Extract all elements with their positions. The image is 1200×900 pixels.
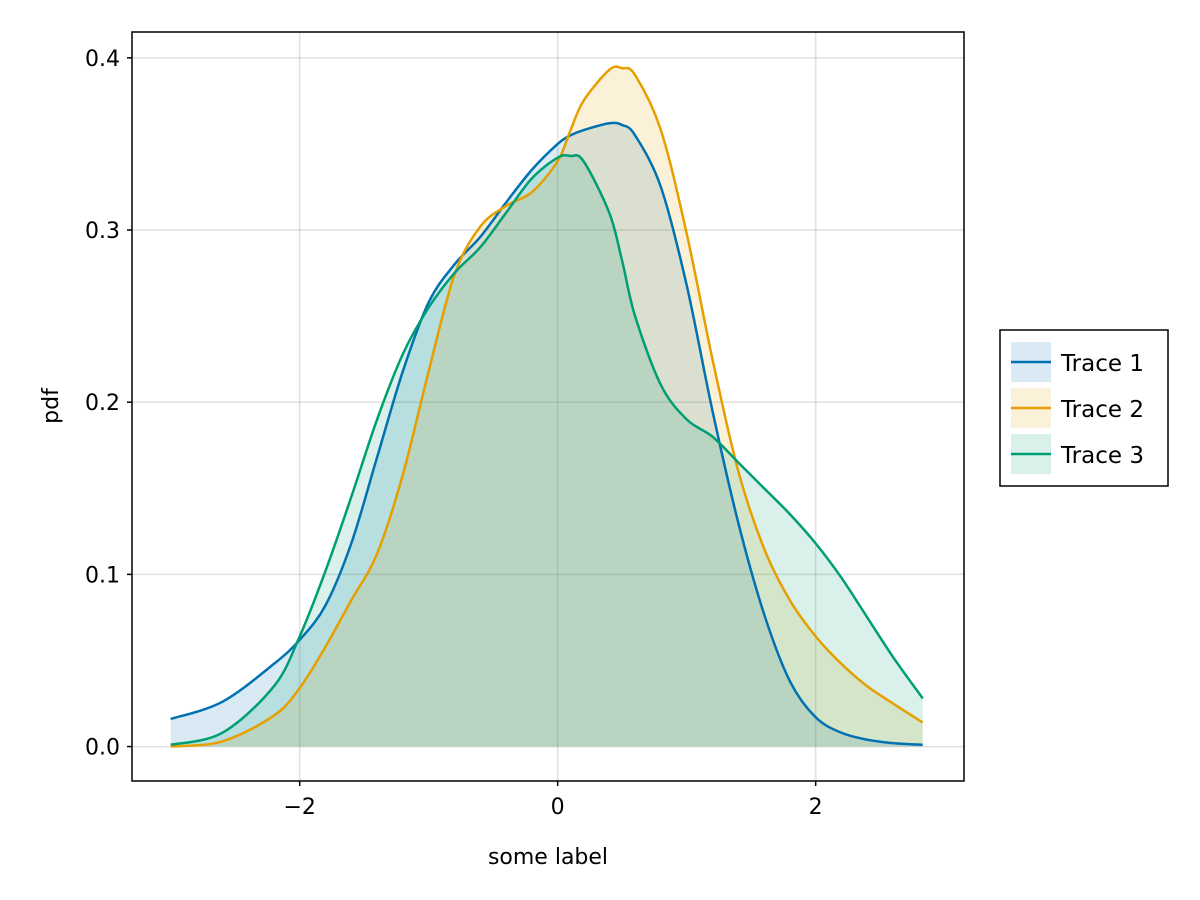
legend-label-3: Trace 3: [1060, 443, 1144, 469]
series-3-area: [170, 155, 923, 747]
y-tick-label: 0.1: [85, 563, 120, 588]
legend-label-1: Trace 1: [1060, 351, 1144, 377]
tick-layer: −2 0 2 0.0 0.1 0.2 0.3 0.4: [85, 47, 823, 820]
series-3-line: [170, 153, 924, 747]
series-1-line: [170, 121, 923, 747]
legend-entries: Trace 1 Trace 2 Trace 3: [1011, 342, 1144, 474]
x-axis-label: some label: [488, 845, 608, 870]
line-layer: [170, 65, 924, 748]
y-tick-label: 0.2: [85, 391, 120, 416]
fill-layer: [170, 66, 923, 747]
x-tick-label: −2: [283, 795, 315, 820]
y-tick-label: 0.3: [85, 219, 120, 244]
y-axis-label: pdf: [39, 387, 64, 424]
plot-background: [132, 32, 964, 781]
grid-layer: [132, 32, 964, 781]
series-2-line: [170, 65, 924, 748]
plot-frame: [131, 31, 965, 782]
legend: Trace 1 Trace 2 Trace 3: [999, 329, 1169, 487]
series-2-area: [170, 66, 923, 747]
y-tick-label: 0.4: [85, 47, 120, 72]
y-tick-label: 0.0: [85, 736, 120, 761]
x-tick-label: 2: [809, 795, 823, 820]
legend-label-2: Trace 2: [1060, 397, 1144, 423]
series-1-area: [170, 122, 923, 747]
x-tick-label: 0: [551, 795, 565, 820]
